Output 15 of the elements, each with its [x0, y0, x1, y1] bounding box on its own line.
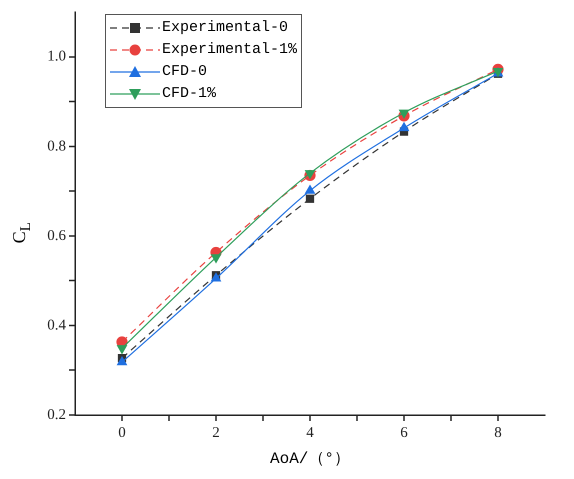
y-tick-label: 0.4	[47, 317, 66, 334]
legend-label: Experimental-0	[162, 18, 288, 38]
legend-label: Experimental-1%	[162, 40, 298, 60]
x-tick-label: 6	[400, 424, 408, 441]
x-tick-label: 4	[306, 424, 314, 441]
x-axis-title: AoA/（°）	[268, 449, 351, 469]
x-tick-label: 2	[212, 424, 220, 441]
x-tick-label: 0	[118, 424, 126, 441]
x-tick-label: 8	[494, 424, 502, 441]
legend-label: CFD-0	[162, 62, 208, 82]
y-tick-label: 0.6	[47, 228, 66, 244]
y-tick-label: 1.0	[47, 48, 66, 65]
y-tick-label: 0.8	[47, 138, 66, 154]
legend-label: CFD-1%	[162, 84, 216, 104]
y-tick-label: 0.2	[47, 406, 66, 423]
